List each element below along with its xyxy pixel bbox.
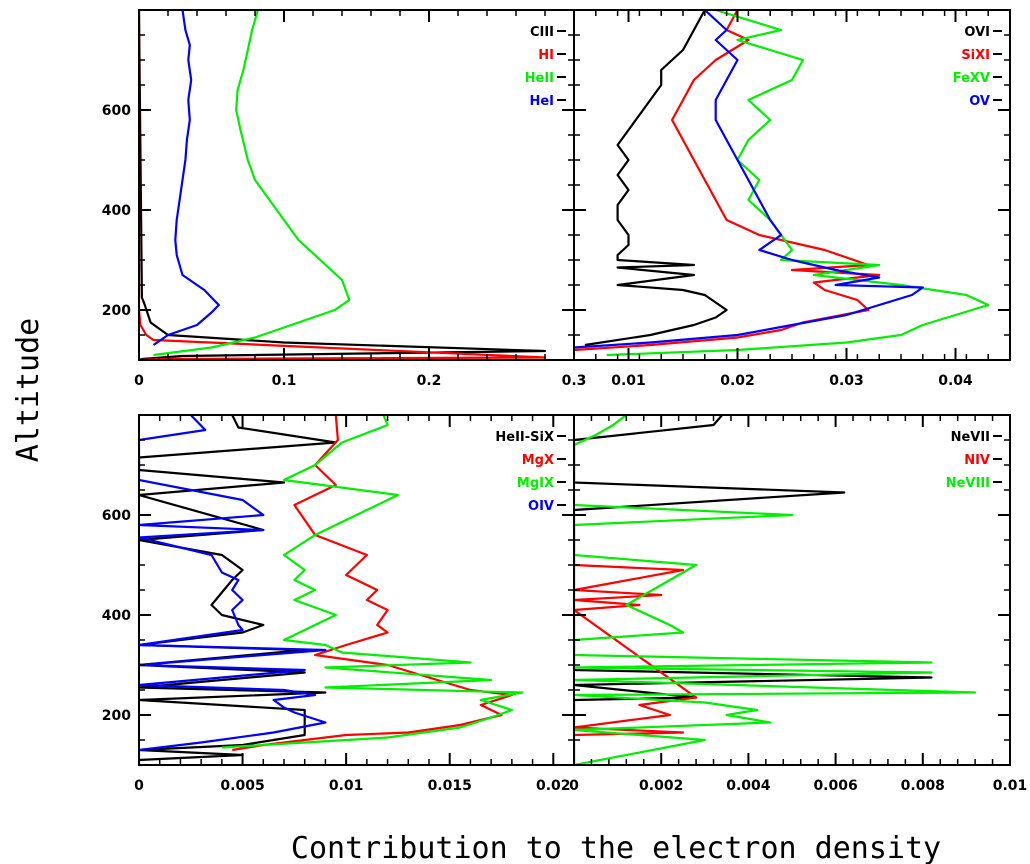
legend-label-oiv: OIV <box>528 499 554 514</box>
x-tick-label: 0.1 <box>272 373 297 389</box>
x-axis-title: Contribution to the electron density <box>291 831 941 864</box>
legend-label-hei: HeI <box>529 94 554 109</box>
x-tick-label: 0.02 <box>720 373 755 389</box>
y-tick-label: 600 <box>102 103 131 119</box>
x-tick-label: 0.002 <box>639 778 683 794</box>
y-tick-label: 200 <box>102 303 131 319</box>
x-tick-label: 0.02 <box>536 778 571 794</box>
chart-panel-1: 0 0.1 0.2 0.3 200 400 600 CIII HI HeII HeI <box>102 9 587 389</box>
y-tick-label: 400 <box>102 608 131 624</box>
chart-panel-3: 0 0.005 0.01 0.015 0.02 200 400 600 HeII-SiX MgX M… <box>102 414 575 794</box>
x-tick-label: 0.3 <box>562 373 587 389</box>
series-line-ov <box>574 10 924 349</box>
series-line-hei <box>152 10 220 346</box>
chart-panel-4: 0 0.002 0.004 0.006 0.008 0.01 NeVII NIV NeVIII <box>569 414 1028 794</box>
x-tick-label: 0.006 <box>813 778 857 794</box>
legend-label-hi: HI <box>538 48 554 63</box>
series-line-neviii <box>574 415 977 765</box>
legend-label-heii: HeII <box>525 71 554 86</box>
x-tick-label: 0.01 <box>611 373 646 389</box>
x-tick-label: 0 <box>134 373 144 389</box>
x-tick-label: 0.03 <box>829 373 864 389</box>
x-tick-label: 0.2 <box>417 373 442 389</box>
x-tick-label: 0.01 <box>329 778 364 794</box>
series-line-nevii <box>574 415 933 765</box>
legend-label-ovi: OVI <box>964 25 990 40</box>
plot-frame <box>138 9 575 361</box>
series-line-fexv <box>606 10 990 357</box>
chart-panel-2: 0.01 0.02 0.03 0.04 OVI SiXI FeXV OV <box>573 9 1011 389</box>
x-tick-label: 0.005 <box>220 778 264 794</box>
x-tick-label: 0.015 <box>428 778 472 794</box>
series-line-heii <box>153 10 351 357</box>
legend-label-mgix: MgIX <box>517 476 554 491</box>
y-axis-title: Altitude <box>11 318 46 463</box>
series-line-ciii <box>139 10 547 360</box>
legend-label-heii-six: HeII-SiX <box>495 430 554 445</box>
y-tick-label: 200 <box>102 708 131 724</box>
plot-frame <box>138 414 575 766</box>
legend-label-sixi: SiXI <box>961 48 990 63</box>
x-tick-label: 0.01 <box>993 778 1028 794</box>
series-line-oiv <box>139 415 327 765</box>
legend-label-ov: OV <box>969 94 990 109</box>
y-tick-label: 400 <box>102 203 131 219</box>
legend-label-nevii: NeVII <box>951 430 990 445</box>
series-line-mgx <box>232 415 513 752</box>
x-tick-label: 0 <box>569 778 579 794</box>
legend-label-fexv: FeXV <box>953 71 990 86</box>
plot-frame <box>573 414 1011 766</box>
legend-label-niv: NIV <box>964 453 990 468</box>
series-line-hi <box>139 10 547 360</box>
plot-frame <box>573 9 1011 361</box>
x-tick-label: 0 <box>134 778 144 794</box>
legend-label-neviii: NeVIII <box>946 476 990 491</box>
y-tick-label: 600 <box>102 508 131 524</box>
legend-label-ciii: CIII <box>530 25 554 40</box>
x-tick-label: 0.004 <box>726 778 771 794</box>
series-line-mgix <box>221 415 524 749</box>
series-line-heii-six <box>139 415 337 762</box>
series-line-niv <box>574 560 698 737</box>
x-tick-label: 0.04 <box>938 373 973 389</box>
legend-label-mgx: MgX <box>522 453 554 468</box>
series-line-ovi <box>584 10 728 347</box>
x-tick-label: 0.008 <box>901 778 945 794</box>
series-line-sixi <box>574 10 881 352</box>
